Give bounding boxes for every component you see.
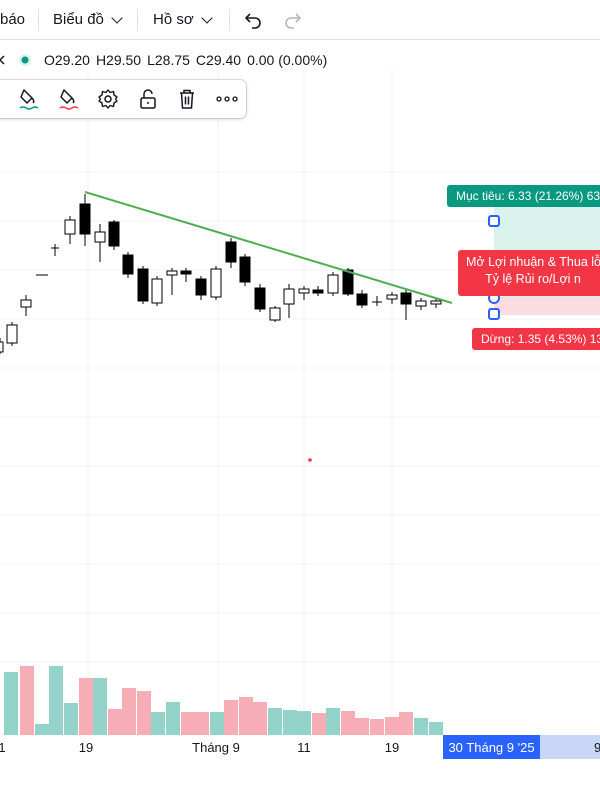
- redo-icon: [285, 12, 301, 29]
- ohlc-open: O29.20: [44, 52, 90, 68]
- target-handle[interactable]: [488, 215, 500, 227]
- candlesticks: [0, 194, 442, 354]
- stop-zone[interactable]: [494, 297, 600, 315]
- chart-menu-label: Biểu đồ: [53, 11, 104, 28]
- target-label: Mục tiêu: 6.33 (21.26%) 63: [447, 185, 600, 207]
- ohlc-low: L28.75: [147, 52, 190, 68]
- undo-button[interactable]: [243, 0, 263, 39]
- fill-bucket-icon: [19, 89, 39, 110]
- price-chart[interactable]: [0, 70, 600, 735]
- fill-bucket-red-icon: [59, 89, 79, 110]
- time-label: 11: [297, 740, 311, 755]
- toolbar-divider: [137, 9, 138, 31]
- alert-menu-label: báo: [0, 11, 26, 28]
- trendline[interactable]: [84, 191, 453, 304]
- volume-bars: [4, 666, 443, 735]
- pnl-line-1: Mở Lợi nhuận & Thua lỗ: [466, 255, 600, 269]
- time-label: 19: [384, 740, 400, 755]
- trash-icon: [180, 89, 194, 109]
- fill-color-button-2[interactable]: [56, 86, 82, 112]
- more-button[interactable]: [214, 86, 240, 112]
- profile-menu-button[interactable]: Hồ sơ: [153, 0, 213, 39]
- undo-icon: [245, 12, 261, 29]
- fill-color-button[interactable]: [16, 86, 42, 112]
- chart-menu-button[interactable]: Biểu đồ: [53, 0, 123, 39]
- time-axis[interactable]: 1 19 Tháng 9 11 19: [0, 735, 600, 759]
- ohlc-change: 0.00 (0.00%): [247, 52, 328, 68]
- toolbar-divider: [229, 9, 230, 31]
- grid-lines: [0, 70, 600, 735]
- drawing-toolbar: [0, 80, 246, 118]
- pnl-box: Mở Lợi nhuận & Thua lỗ Tỷ lệ Rủi ro/Lợi …: [458, 250, 600, 296]
- profile-menu-label: Hồ sơ: [153, 11, 194, 28]
- close-icon[interactable]: [0, 54, 6, 66]
- cursor-date-label: 30 Tháng 9 '25: [443, 735, 540, 759]
- toolbar-divider: [38, 9, 39, 31]
- settings-button[interactable]: [95, 86, 121, 112]
- settings-icon: [98, 89, 118, 109]
- time-label: 19: [78, 740, 94, 755]
- delete-button[interactable]: [174, 86, 200, 112]
- stop-label-text: Dừng: 1.35 (4.53%) 13: [481, 332, 600, 346]
- crosshair-dot: [308, 458, 312, 462]
- ohlc-close: C29.40: [195, 52, 242, 68]
- chevron-down-icon: [111, 11, 123, 24]
- visibility-dot-icon[interactable]: [18, 53, 32, 67]
- ohlc-high: H29.50: [95, 52, 142, 68]
- top-toolbar: báo Biểu đồ Hồ sơ: [0, 0, 600, 40]
- lock-button[interactable]: [135, 86, 161, 112]
- pnl-line-2: Tỷ lệ Rủi ro/Lợi n: [485, 272, 581, 286]
- alert-menu[interactable]: báo: [0, 0, 25, 39]
- stop-label: Dừng: 1.35 (4.53%) 13: [472, 328, 600, 350]
- time-label: 1: [0, 740, 6, 755]
- time-label: 9: [594, 740, 600, 755]
- redo-button[interactable]: [283, 0, 303, 39]
- stop-handle[interactable]: [488, 308, 500, 320]
- more-icon: [216, 96, 238, 102]
- unlock-icon: [140, 89, 156, 109]
- time-label: Tháng 9: [192, 740, 240, 755]
- ohlc-legend: O29.20 H29.50 L28.75 C29.40 0.00 (0.00%): [0, 50, 327, 70]
- target-label-text: Mục tiêu: 6.33 (21.26%) 63: [456, 189, 600, 203]
- chevron-down-icon: [201, 11, 213, 24]
